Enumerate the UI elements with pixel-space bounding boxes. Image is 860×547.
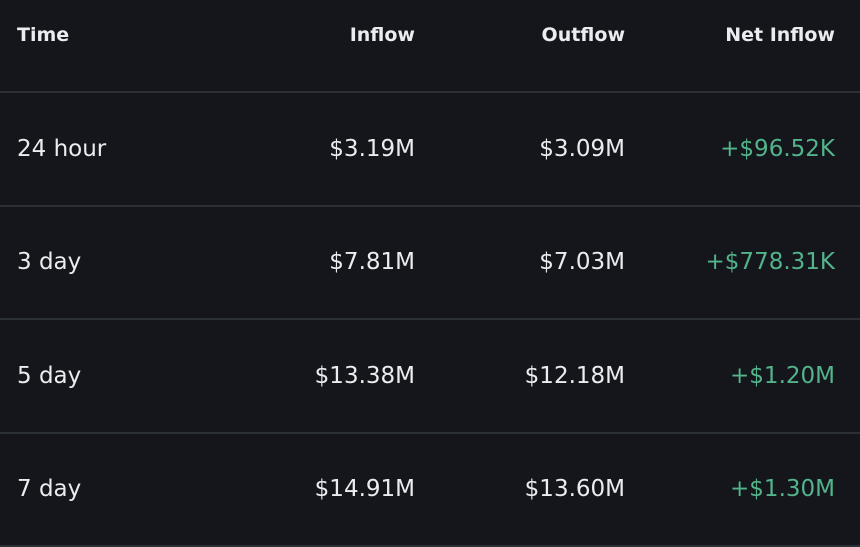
amount-cell: +$1.30M <box>730 476 835 503</box>
amount-cell: +$96.52K <box>720 135 835 162</box>
column-header: Time <box>17 24 70 46</box>
period-cell: 7 day <box>17 476 82 503</box>
amount-cell: +$1.20M <box>730 362 835 389</box>
row-separator <box>0 91 860 93</box>
column-header: Inflow <box>349 24 415 46</box>
period-cell: 3 day <box>17 249 82 276</box>
amount-cell: $7.81M <box>329 249 415 276</box>
period-cell: 5 day <box>17 362 82 389</box>
amount-cell: $3.09M <box>539 135 625 162</box>
row-separator <box>0 318 860 320</box>
column-header: Net Inflow <box>725 24 835 46</box>
amount-cell: $13.60M <box>524 476 625 503</box>
period-cell: 24 hour <box>17 135 107 162</box>
amount-cell: +$778.31K <box>705 249 835 276</box>
amount-cell: $7.03M <box>539 249 625 276</box>
row-separator <box>0 205 860 207</box>
row-separator <box>0 432 860 434</box>
amount-cell: $13.38M <box>314 362 415 389</box>
amount-cell: $3.19M <box>329 135 415 162</box>
amount-cell: $12.18M <box>524 362 625 389</box>
amount-cell: $14.91M <box>314 476 415 503</box>
column-header: Outflow <box>541 24 625 46</box>
